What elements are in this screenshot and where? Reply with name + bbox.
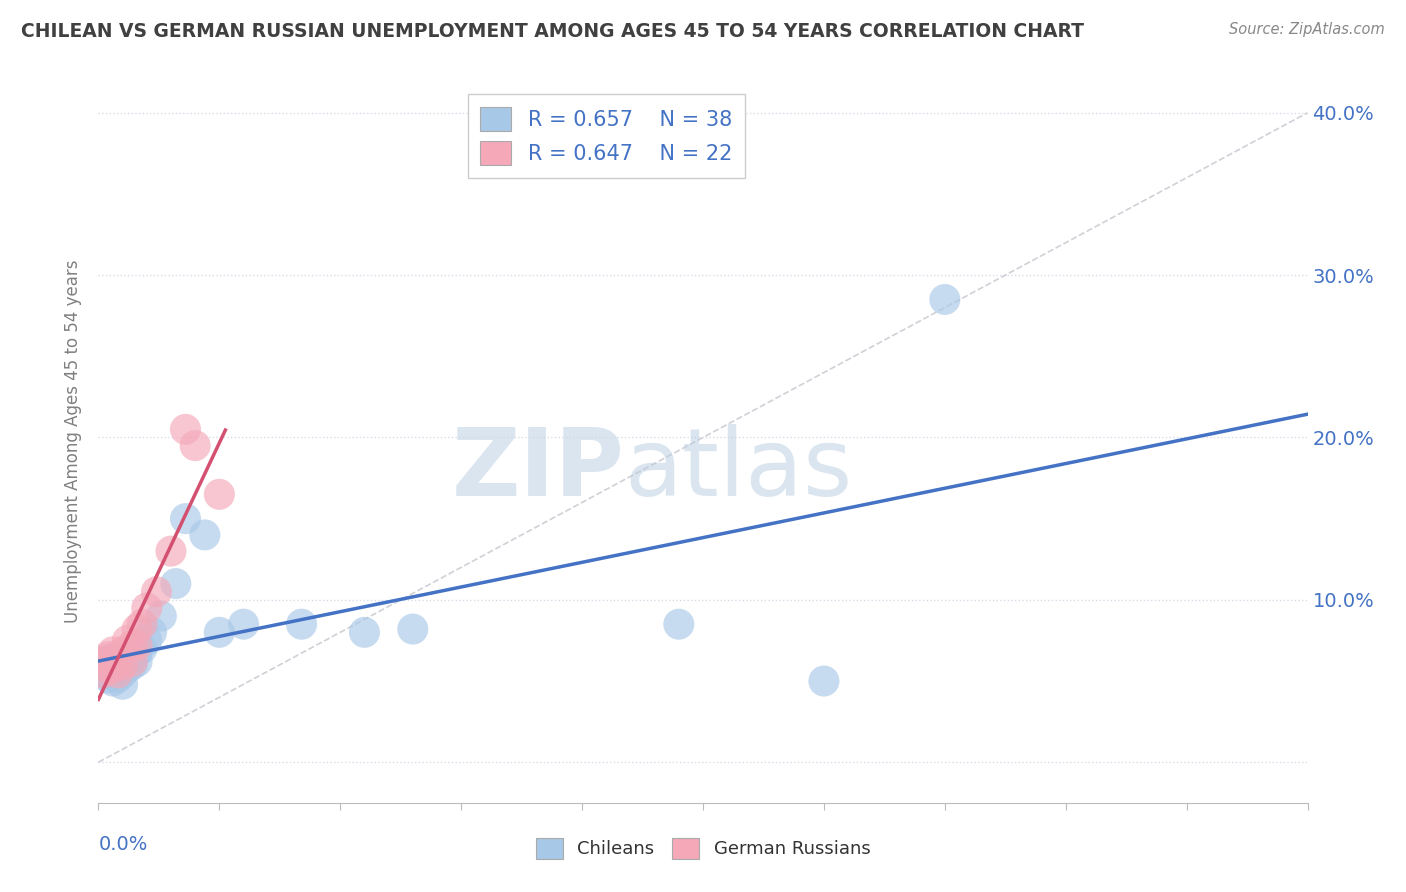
Point [91,661,114,675]
Point [101,653,124,667]
Point [111,677,134,691]
Point [97,649,120,664]
Point [127,655,149,669]
Point [290,617,312,632]
Point [353,625,375,640]
Point [121,649,143,664]
Point [117,633,139,648]
Point [208,487,231,501]
Point [111,665,134,680]
Point [107,661,129,675]
Y-axis label: Unemployment Among Ages 45 to 54 years: Unemployment Among Ages 45 to 54 years [65,260,83,624]
Point [107,665,129,680]
Point [127,622,149,636]
Point [97,657,120,672]
Point [91,657,114,672]
Point [668,617,690,632]
Point [107,671,129,685]
Point [160,544,183,558]
Point [91,665,114,680]
Point [121,638,143,652]
Point [97,661,120,675]
Text: ZIP: ZIP [451,425,624,516]
Point [111,657,134,672]
Point [101,673,124,688]
Point [111,661,134,675]
Point [97,665,120,680]
Point [91,665,114,680]
Point [174,422,197,436]
Point [117,661,139,675]
Point [101,665,124,680]
Point [934,293,956,307]
Point [141,625,163,640]
Point [174,511,197,525]
Point [127,638,149,652]
Point [194,528,217,542]
Point [208,625,231,640]
Point [402,622,425,636]
Text: Source: ZipAtlas.com: Source: ZipAtlas.com [1229,22,1385,37]
Point [232,617,254,632]
Point [101,645,124,659]
Point [101,657,124,672]
Point [184,439,207,453]
Text: atlas: atlas [624,425,852,516]
Point [91,655,114,669]
Text: 0.0%: 0.0% [98,835,148,855]
Point [107,649,129,664]
Point [117,655,139,669]
Point [813,673,835,688]
Point [97,653,120,667]
Point [97,671,120,685]
Point [131,617,153,632]
Text: CHILEAN VS GERMAN RUSSIAN UNEMPLOYMENT AMONG AGES 45 TO 54 YEARS CORRELATION CHA: CHILEAN VS GERMAN RUSSIAN UNEMPLOYMENT A… [21,22,1084,41]
Point [145,584,167,599]
Point [135,633,157,648]
Point [165,576,187,591]
Point [121,655,143,669]
Point [131,641,153,656]
Point [107,655,129,669]
Point [101,661,124,675]
Legend: Chileans, German Russians: Chileans, German Russians [529,830,877,866]
Point [111,645,134,659]
Point [127,645,149,659]
Point [150,609,173,624]
Point [135,601,157,615]
Point [121,657,143,672]
